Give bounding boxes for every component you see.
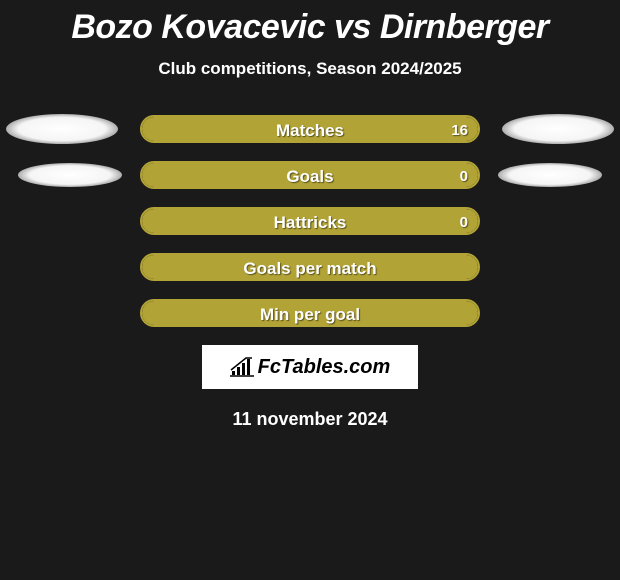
- subtitle: Club competitions, Season 2024/2025: [0, 59, 620, 79]
- right-ellipse: [498, 163, 602, 187]
- stat-bar: Goals per match: [140, 253, 480, 281]
- stat-value-right: 0: [460, 163, 468, 189]
- stat-label: Matches: [142, 117, 478, 143]
- comparison-row: Goals0: [0, 161, 620, 189]
- comparison-row: Matches16: [0, 115, 620, 143]
- stat-label: Goals: [142, 163, 478, 189]
- stat-label: Hattricks: [142, 209, 478, 235]
- logo-box: FcTables.com: [202, 345, 418, 389]
- left-ellipse: [6, 114, 118, 144]
- date-text: 11 november 2024: [0, 409, 620, 430]
- stat-bar: Hattricks0: [140, 207, 480, 235]
- stat-label: Goals per match: [142, 255, 478, 281]
- comparison-row: Min per goal: [0, 299, 620, 327]
- comparison-row: Goals per match: [0, 253, 620, 281]
- stat-bar: Matches16: [140, 115, 480, 143]
- page-title: Bozo Kovacevic vs Dirnberger: [0, 0, 620, 47]
- right-ellipse: [502, 114, 614, 144]
- logo-chart-icon: [230, 357, 254, 377]
- stat-label: Min per goal: [142, 301, 478, 327]
- left-ellipse: [18, 163, 122, 187]
- stat-bar: Min per goal: [140, 299, 480, 327]
- stat-bar: Goals0: [140, 161, 480, 189]
- stat-value-right: 16: [451, 117, 468, 143]
- comparison-row: Hattricks0: [0, 207, 620, 235]
- logo-text: FcTables.com: [258, 356, 391, 379]
- comparison-rows: Matches16Goals0Hattricks0Goals per match…: [0, 115, 620, 327]
- stat-value-right: 0: [460, 209, 468, 235]
